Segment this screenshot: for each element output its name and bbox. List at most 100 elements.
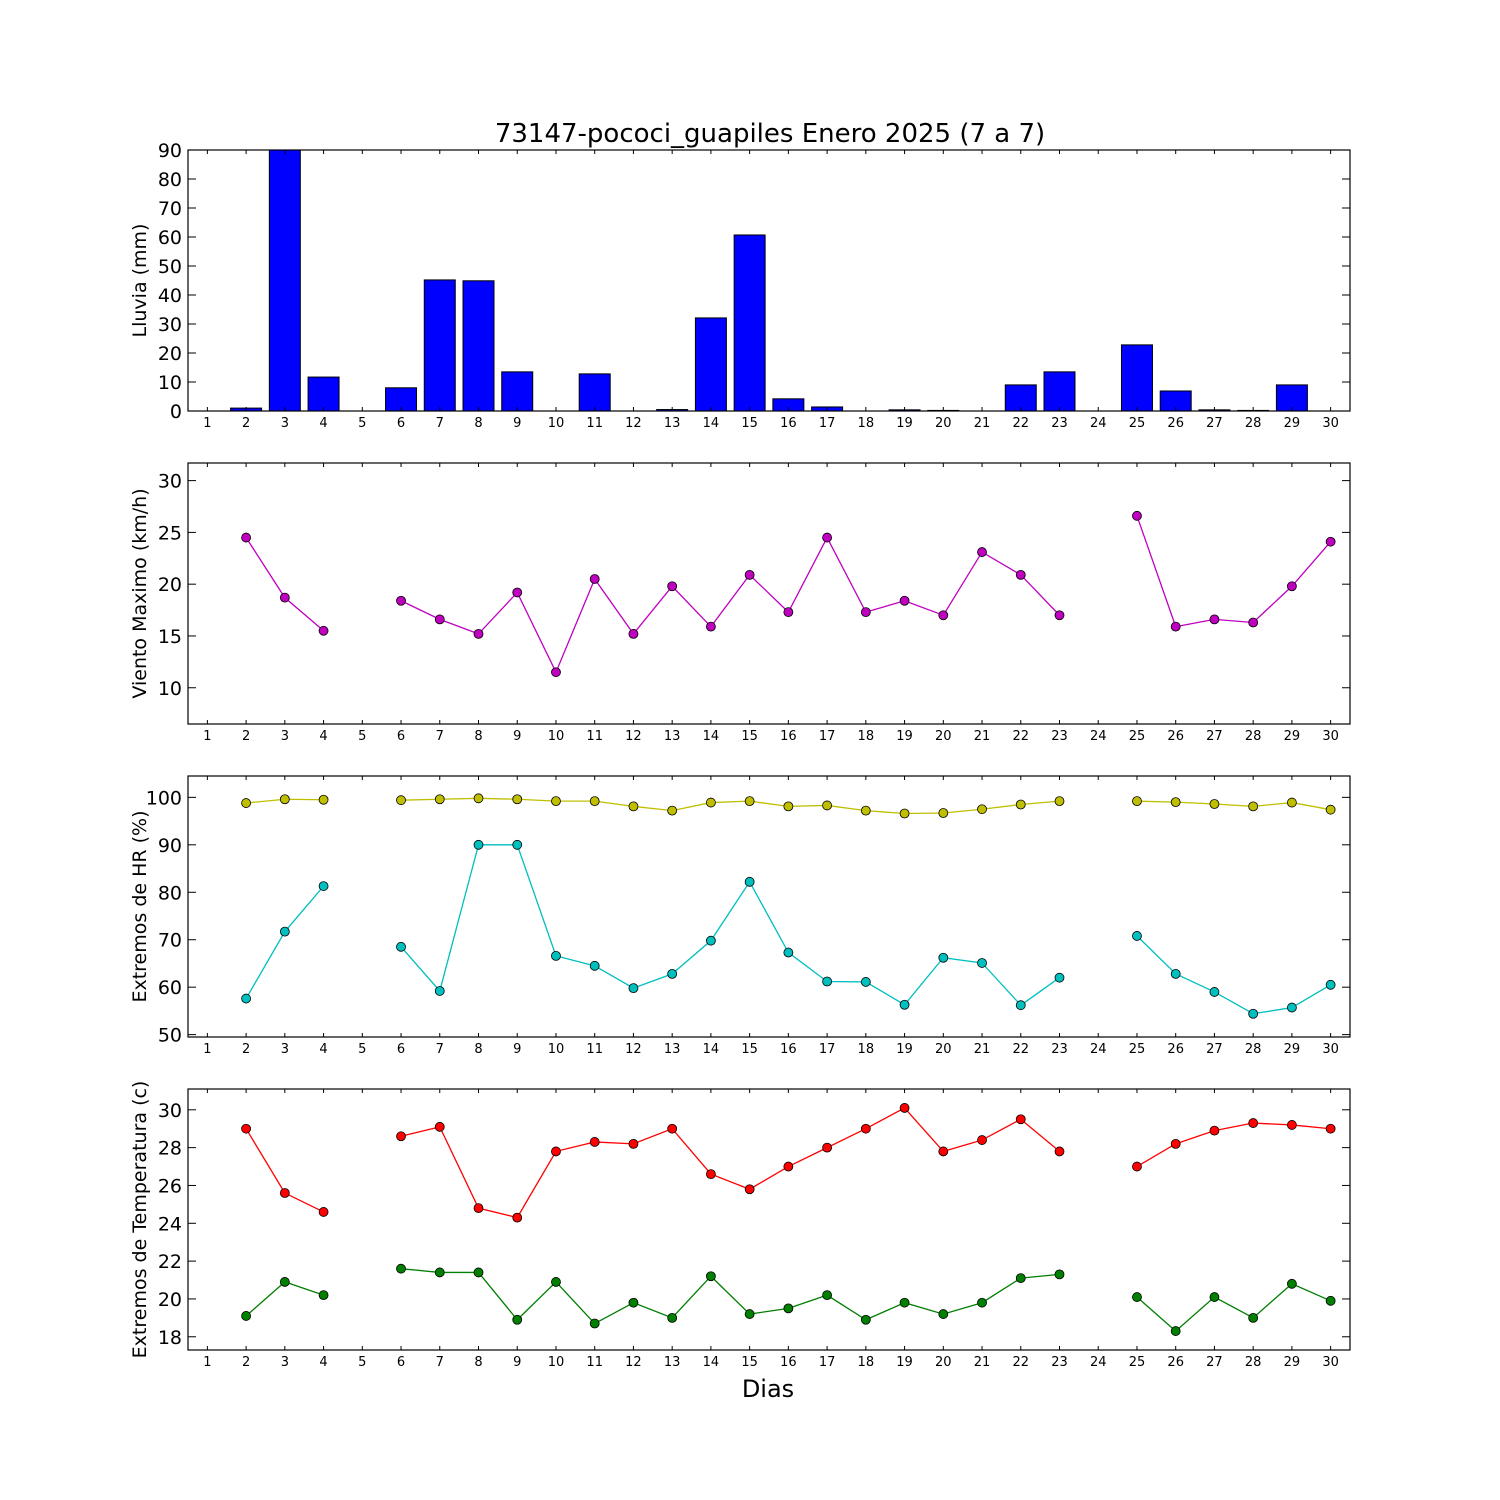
x-tick-label: 10 <box>548 416 565 431</box>
x-tick-label: 12 <box>625 1355 642 1370</box>
series-1-point-day-4 <box>318 794 329 805</box>
y-axis-label: Extremos de HR (%) <box>129 810 151 1002</box>
x-tick-label: 15 <box>741 416 758 431</box>
series-1-point-day-17 <box>822 532 832 543</box>
series-2-point-day-3 <box>279 926 290 937</box>
y-tick-label: 80 <box>158 882 182 904</box>
x-tick-label: 5 <box>358 1042 366 1057</box>
series-2-point-day-9 <box>512 1314 523 1325</box>
y-tick-label: 28 <box>158 1138 182 1160</box>
x-tick-label: 24 <box>1090 729 1107 744</box>
series-1-point-day-2 <box>241 532 252 543</box>
y-tick-label: 25 <box>158 522 182 544</box>
x-tick-label: 28 <box>1245 729 1262 744</box>
series-1-point-day-18 <box>860 805 871 816</box>
x-tick-label: 15 <box>741 1355 758 1370</box>
chart-title: 73147-pococi_guapiles Enero 2025 (7 a 7) <box>495 119 1045 149</box>
series-1-point-day-19 <box>899 595 910 606</box>
x-tick-label: 16 <box>780 1355 797 1370</box>
bar-day-22 <box>1004 384 1037 412</box>
series-1-point-day-27 <box>1209 799 1220 809</box>
series-1-point-day-2 <box>241 798 252 808</box>
series-1-point-day-11 <box>589 1137 600 1147</box>
series-1-point-day-25 <box>1132 510 1142 521</box>
x-tick-label: 30 <box>1322 416 1339 431</box>
x-tick-label: 1 <box>203 416 211 431</box>
series-2-point-day-12 <box>628 1297 639 1308</box>
series-1-point-day-15 <box>744 569 755 580</box>
series-1-point-day-20 <box>938 1146 949 1157</box>
series-1-point-day-21 <box>977 1135 987 1145</box>
x-axis-label: Dias <box>742 1375 794 1403</box>
x-tick-label: 29 <box>1284 1355 1301 1370</box>
series-2-point-day-12 <box>628 983 639 994</box>
x-tick-label: 27 <box>1206 416 1223 431</box>
series-2-point-day-13 <box>667 968 678 979</box>
x-tick-label: 18 <box>858 1042 875 1057</box>
series-2-point-day-27 <box>1209 987 1220 997</box>
x-tick-label: 30 <box>1322 729 1339 744</box>
series-2-point-day-16 <box>783 1303 794 1314</box>
panel-2: 1 2 3 4 5 6 7 8 9 10 11 12 13 14 15 16 17 18 19 20 21 22 23 24 2… <box>129 462 1351 744</box>
x-tick-label: 3 <box>281 729 289 744</box>
x-tick-label: 26 <box>1167 416 1184 431</box>
y-tick-label: 20 <box>158 343 182 365</box>
series-2-point-day-30 <box>1325 979 1336 990</box>
y-tick-label: 0 <box>170 401 182 423</box>
series-2-point-day-23 <box>1054 1269 1065 1280</box>
series-2-point-day-10 <box>551 1277 561 1287</box>
series-1-point-day-3 <box>279 794 290 805</box>
x-tick-label: 24 <box>1090 1355 1107 1370</box>
x-tick-label: 3 <box>281 1042 289 1057</box>
x-tick-label: 28 <box>1245 416 1262 431</box>
y-axis-label: Lluvia (mm) <box>129 224 151 338</box>
series-1-point-day-11 <box>589 574 600 584</box>
series-2-point-day-25 <box>1132 931 1142 941</box>
series-2-point-day-10 <box>551 950 561 961</box>
series-2-point-day-4 <box>318 881 329 891</box>
x-tick-label: 21 <box>974 729 991 744</box>
series-2-point-day-28 <box>1248 1312 1259 1323</box>
series-1-point-day-28 <box>1248 1118 1259 1128</box>
x-tick-label: 29 <box>1284 1042 1301 1057</box>
x-tick-label: 22 <box>1012 1042 1029 1057</box>
series-2-point-day-22 <box>1015 1273 1026 1284</box>
x-tick-label: 4 <box>319 1355 327 1370</box>
series-2-line <box>245 885 325 999</box>
series-2-point-day-26 <box>1170 968 1181 979</box>
series-1-point-day-9 <box>512 587 523 598</box>
bar-day-15 <box>733 234 766 412</box>
x-tick-label: 23 <box>1051 1042 1068 1057</box>
series-1-point-day-14 <box>706 621 716 632</box>
axes-frame <box>187 149 1351 412</box>
x-tick-label: 20 <box>935 1355 952 1370</box>
series-2-point-day-16 <box>783 947 794 958</box>
y-tick-label: 90 <box>158 140 182 162</box>
series-2-point-day-21 <box>977 958 987 968</box>
y-tick-label: 60 <box>158 977 182 999</box>
x-tick-label: 17 <box>819 729 836 744</box>
series-1-point-day-22 <box>1015 569 1026 580</box>
x-tick-label: 30 <box>1322 1042 1339 1057</box>
series-1-point-day-3 <box>279 592 290 603</box>
y-tick-label: 60 <box>158 227 182 249</box>
x-tick-label: 4 <box>319 1042 327 1057</box>
x-tick-label: 7 <box>436 1042 444 1057</box>
series-1-point-day-26 <box>1170 621 1181 632</box>
y-tick-label: 20 <box>158 1289 182 1311</box>
series-1-line <box>1136 515 1332 628</box>
y-tick-label: 30 <box>158 1100 182 1122</box>
y-tick-label: 18 <box>158 1327 182 1349</box>
bar-day-7 <box>423 279 456 412</box>
series-2-point-day-4 <box>318 1290 329 1301</box>
series-1-point-day-4 <box>318 625 329 636</box>
x-tick-label: 21 <box>974 416 991 431</box>
x-tick-label: 6 <box>397 1355 405 1370</box>
x-tick-label: 13 <box>664 1042 681 1057</box>
series-2-line <box>245 1281 324 1317</box>
x-tick-label: 16 <box>780 729 797 744</box>
series-2-line <box>400 844 1060 1007</box>
x-tick-label: 23 <box>1051 416 1068 431</box>
series-1-point-day-16 <box>783 1161 794 1172</box>
x-tick-label: 1 <box>203 1355 211 1370</box>
